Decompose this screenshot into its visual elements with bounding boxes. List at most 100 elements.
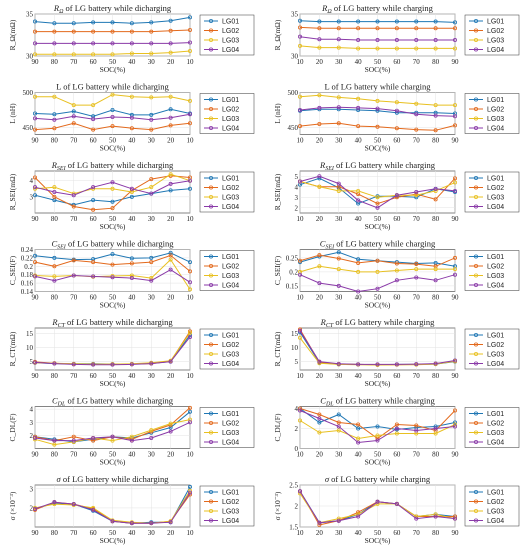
x-tick-label: 80 (51, 294, 59, 302)
legend-marker-LG04 (473, 204, 478, 209)
series-line-LG01 (299, 20, 456, 23)
legend-label: LG03 (222, 430, 239, 437)
data-point-LG01 (91, 114, 96, 119)
data-point-LG04 (110, 41, 115, 46)
x-axis-label: SOC(%) (365, 536, 391, 545)
data-point-LG04 (414, 516, 419, 521)
data-point-LG02 (356, 260, 361, 265)
series-line-LG04 (34, 269, 191, 283)
legend-marker-LG02 (208, 28, 213, 33)
chart-title: RΩ of LG battery while dicharging (53, 3, 172, 15)
x-tick-label: 20 (316, 58, 324, 66)
legend-label: LG04 (222, 518, 239, 525)
legend-marker-LG01 (473, 254, 478, 259)
legend-marker-LG03 (208, 116, 213, 121)
legend-label: LG04 (222, 440, 239, 447)
x-tick-label: 80 (51, 137, 59, 145)
x-tick-label: 40 (355, 215, 363, 223)
x-tick-label: 60 (90, 372, 98, 380)
data-point-LG01 (52, 255, 57, 260)
x-tick-label: 30 (335, 137, 343, 145)
data-point-LG04 (297, 328, 302, 333)
legend-label: LG04 (222, 361, 239, 368)
y-tick-label: 4 (30, 177, 34, 185)
x-tick-label: 60 (393, 372, 401, 380)
legend-marker-LG02 (208, 420, 213, 425)
x-tick-label: 90 (452, 529, 460, 537)
data-point-LG04 (394, 426, 399, 431)
legend-label: LG03 (487, 509, 504, 516)
data-point-LG01 (129, 112, 134, 117)
data-point-LG04 (375, 106, 380, 111)
legend-label: LG04 (222, 47, 239, 54)
x-tick-label: 30 (148, 137, 156, 145)
legend-marker-LG04 (473, 518, 478, 523)
data-point-LG01 (297, 18, 302, 23)
data-point-LG02 (297, 406, 302, 411)
data-point-LG04 (452, 424, 457, 429)
data-point-LG03 (149, 276, 154, 281)
series-line-LG04 (35, 42, 191, 44)
y-axis-label: C_DL(F) (8, 413, 17, 441)
x-tick-label: 90 (452, 58, 460, 66)
data-point-LG04 (297, 179, 302, 184)
data-point-LG02 (168, 123, 173, 128)
y-axis-label: R_SEI(mΩ) (8, 173, 17, 210)
series-line-LG02 (35, 29, 191, 33)
data-point-LG03 (336, 45, 341, 50)
data-point-LG03 (168, 94, 173, 99)
data-point-LG02 (91, 29, 96, 34)
data-point-LG03 (149, 185, 154, 190)
x-tick-label: 40 (355, 137, 363, 145)
data-point-LG04 (110, 180, 115, 185)
data-point-LG02 (375, 201, 380, 206)
chart-csei-dis: 90 80 70 60 50 40 30 20 10 0.140.160.180.20.220.2… (8, 239, 255, 310)
x-tick-label: 80 (432, 137, 440, 145)
data-point-LG02 (394, 126, 399, 131)
data-point-LG02 (187, 27, 192, 32)
data-point-LG03 (375, 98, 380, 103)
x-tick-label: 90 (452, 215, 460, 223)
data-point-LG03 (149, 51, 154, 56)
x-tick-label: 60 (393, 451, 401, 459)
x-axis-label: SOC(%) (100, 536, 126, 545)
data-point-LG03 (168, 172, 173, 177)
data-point-LG04 (297, 489, 302, 494)
chart-rsei-chg: 10 20 30 40 50 60 70 80 90 2 3 4 5 RSEI of LG battery… (273, 160, 520, 231)
data-point-LG02 (317, 122, 322, 127)
legend-label: LG01 (487, 333, 504, 340)
data-point-LG01 (52, 112, 57, 117)
legend-box (464, 93, 520, 134)
data-point-LG01 (187, 484, 192, 489)
y-tick-label: 30 (26, 53, 34, 61)
data-point-LG04 (168, 359, 173, 364)
x-tick-label: 70 (70, 215, 78, 223)
data-point-LG03 (52, 94, 57, 99)
data-point-LG01 (91, 20, 96, 25)
data-point-LG03 (375, 195, 380, 200)
legend-marker-LG03 (473, 351, 478, 356)
data-point-LG01 (394, 19, 399, 24)
data-point-LG03 (52, 274, 57, 279)
data-point-LG01 (317, 420, 322, 425)
legend-label: LG03 (487, 430, 504, 437)
x-tick-label: 30 (148, 451, 156, 459)
data-point-LG04 (91, 185, 96, 190)
data-point-LG04 (336, 283, 341, 288)
data-point-LG04 (168, 267, 173, 272)
x-tick-label: 80 (51, 215, 59, 223)
data-point-LG03 (110, 438, 115, 443)
y-tick-label: 2.5 (289, 482, 298, 490)
x-tick-label: 80 (51, 58, 59, 66)
legend-box (199, 407, 255, 448)
x-tick-label: 90 (452, 451, 460, 459)
data-point-LG02 (110, 206, 115, 211)
data-point-LG04 (71, 438, 76, 443)
data-point-LG03 (433, 431, 438, 436)
data-point-LG01 (433, 19, 438, 24)
data-point-LG03 (187, 330, 192, 335)
chart-title: σ of LG battery while dicharging (57, 474, 170, 484)
data-point-LG01 (356, 19, 361, 24)
x-tick-label: 10 (187, 215, 195, 223)
series-line-LG04 (299, 36, 455, 41)
